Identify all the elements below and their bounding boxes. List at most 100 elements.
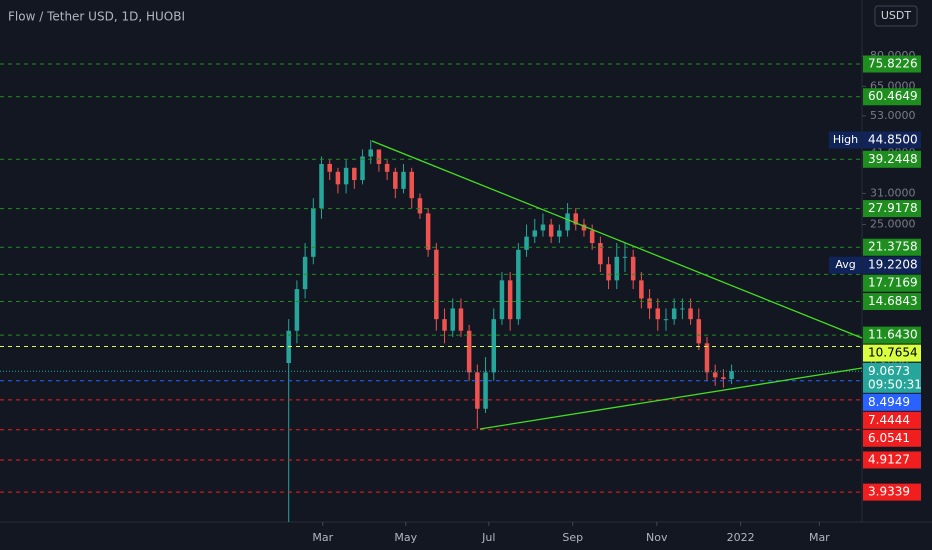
- candle-body: [401, 171, 406, 189]
- candle-body: [327, 163, 332, 172]
- candle-body: [483, 372, 488, 409]
- candle-body: [360, 156, 365, 181]
- level-label-box: [863, 483, 921, 501]
- level-tag-box: [829, 131, 862, 149]
- candle-body: [581, 224, 587, 231]
- level-label: 6.0541: [868, 431, 910, 445]
- candle-body: [368, 149, 373, 157]
- x-tick-label: Jul: [481, 531, 495, 544]
- candle-body: [557, 230, 562, 237]
- level-label: 39.2448: [868, 152, 918, 166]
- level-label-box: [863, 362, 921, 393]
- level-label-box: [863, 393, 921, 411]
- candle-body: [311, 208, 316, 257]
- candle-body: [712, 372, 718, 378]
- candle-body: [729, 371, 734, 379]
- x-tick-label: Mar: [312, 531, 333, 544]
- candle-body: [606, 264, 611, 281]
- candle-body: [294, 289, 300, 331]
- candle-body: [671, 308, 677, 320]
- candle-body: [614, 256, 620, 281]
- level-label-box: [863, 238, 921, 256]
- level-label-box: [863, 150, 921, 168]
- level-label-box: [863, 411, 921, 429]
- countdown: 09:50:31: [868, 377, 922, 391]
- level-label-box: [863, 200, 921, 218]
- candle-body: [507, 280, 513, 320]
- level-label: 17.7169: [868, 276, 918, 290]
- candle-body: [442, 319, 447, 331]
- candle-body: [499, 280, 505, 320]
- candle-body: [491, 319, 496, 373]
- chart-title: Flow / Tether USD, 1D, HUOBI: [8, 10, 185, 24]
- x-tick-label: 2022: [727, 531, 755, 544]
- candle-body: [630, 256, 636, 281]
- y-tick-label: 53.0000: [870, 109, 916, 122]
- level-label: 19.2208: [868, 258, 918, 272]
- level-label: 10.7654: [868, 346, 918, 360]
- candle-body: [721, 377, 726, 379]
- candle-body: [688, 308, 693, 320]
- level-label-box: [863, 131, 921, 149]
- candle-body: [319, 163, 324, 209]
- level-label: 75.8226: [868, 56, 918, 70]
- level-tag-box: [829, 256, 862, 274]
- candle-body: [573, 213, 579, 225]
- candle-body: [540, 224, 546, 231]
- candle-body: [458, 308, 464, 331]
- trendline-lower: [479, 367, 863, 430]
- candle-body: [598, 243, 603, 265]
- level-label-box: [863, 256, 921, 274]
- x-tick-label: May: [394, 531, 417, 544]
- candle-body: [639, 280, 644, 299]
- candle-body: [704, 343, 710, 373]
- candle-body: [376, 149, 382, 164]
- candle-body: [475, 372, 480, 409]
- level-label-box: [863, 429, 921, 447]
- candle-body: [409, 171, 414, 199]
- candle-body: [680, 308, 685, 310]
- candle-body: [622, 256, 628, 258]
- candle-body: [663, 319, 669, 321]
- currency-button[interactable]: [874, 5, 918, 27]
- level-tag: Avg: [835, 258, 855, 271]
- level-label: 14.6843: [868, 294, 918, 308]
- x-tick-label: Nov: [646, 531, 668, 544]
- candle-body: [532, 230, 538, 237]
- level-label: 7.4444: [868, 413, 910, 427]
- candle-body: [393, 171, 398, 189]
- level-label: 9.0673: [868, 364, 910, 378]
- candle-body: [548, 224, 554, 237]
- level-label-box: [863, 293, 921, 311]
- level-label: 60.4649: [868, 89, 918, 103]
- currency-button-label[interactable]: USDT: [881, 9, 912, 22]
- x-tick-label: Sep: [562, 531, 583, 544]
- candle-body: [589, 230, 595, 244]
- trendline-upper: [371, 140, 863, 339]
- candle-body: [450, 308, 455, 331]
- level-label-box: [863, 55, 921, 73]
- candle-body: [655, 308, 661, 320]
- candle-body: [466, 330, 472, 373]
- y-tick-label: 25.0000: [870, 218, 916, 231]
- level-label: 3.9339: [868, 485, 910, 499]
- candle-body: [417, 198, 423, 214]
- candle-body: [343, 167, 349, 185]
- candle-body: [352, 167, 357, 181]
- level-tag: High: [833, 133, 858, 146]
- candle-body: [647, 298, 652, 309]
- level-label-box: [863, 451, 921, 469]
- level-label: 21.3758: [868, 240, 918, 254]
- level-label: 44.8500: [868, 132, 918, 146]
- level-label: 27.9178: [868, 201, 918, 215]
- overlay: 80.000065.000053.000041.000031.000025.00…: [312, 49, 922, 544]
- level-label-box: [863, 88, 921, 106]
- x-tick-label: Mar: [809, 531, 830, 544]
- candle-body: [434, 249, 439, 320]
- candle-body: [384, 163, 390, 172]
- level-label: 4.9127: [868, 452, 910, 466]
- candle-body: [302, 256, 308, 290]
